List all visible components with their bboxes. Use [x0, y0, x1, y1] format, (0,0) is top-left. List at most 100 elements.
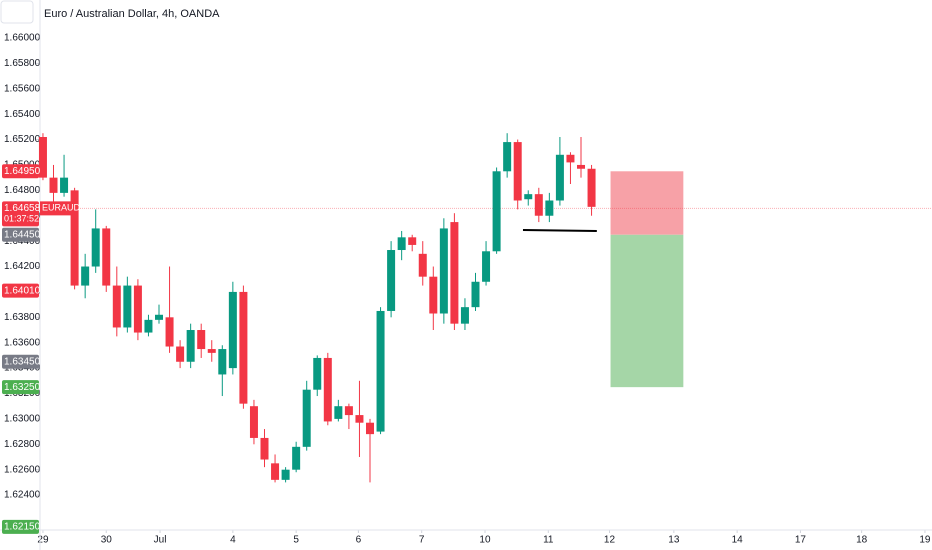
candle-body: [313, 357, 322, 390]
x-tick-label: 17: [795, 535, 807, 546]
candle-body: [587, 168, 596, 207]
candle-body: [292, 446, 301, 470]
candle-body: [534, 194, 543, 216]
candle-body: [471, 281, 480, 308]
candle-body: [397, 237, 406, 251]
candle-body: [492, 171, 501, 252]
price-badge-label: 1.63250: [4, 382, 41, 393]
candle-body: [38, 137, 47, 178]
price-badge: [2, 519, 39, 534]
candle-body: [249, 406, 258, 438]
candle-body: [334, 406, 343, 419]
candle-body: [524, 194, 533, 200]
x-tick-label: 30: [101, 535, 113, 546]
price-badge: [2, 227, 39, 242]
symbol-tag-label: EURAUD: [42, 203, 81, 213]
candle-body: [91, 228, 100, 267]
x-tick-label: 29: [37, 535, 49, 546]
candle-body: [49, 177, 58, 193]
candle-body: [429, 276, 438, 314]
candle-body: [144, 319, 153, 333]
candle-body: [439, 228, 448, 314]
current-price-badge: [2, 201, 39, 227]
price-badge-label: 1.64950: [4, 166, 41, 177]
y-tick-label: 1.63800: [4, 312, 41, 323]
candle-body: [366, 422, 375, 435]
symbol-tag: [40, 201, 72, 216]
target-zone: [610, 234, 684, 388]
candle-body: [102, 228, 111, 286]
x-tick-label: 4: [230, 535, 236, 546]
x-tick-label: Jul: [154, 535, 167, 546]
candle-body: [545, 200, 554, 216]
candle-body: [60, 177, 69, 193]
candle-body: [239, 291, 248, 404]
x-tick-label: 5: [293, 535, 299, 546]
candle-body: [155, 314, 164, 320]
candle-body: [260, 437, 269, 460]
candle-body: [408, 237, 417, 245]
price-badge: [2, 380, 39, 395]
y-tick-label: 1.65600: [4, 83, 41, 94]
y-tick-label: 1.62600: [4, 464, 41, 475]
x-tick-label: 18: [856, 535, 868, 546]
candle-body: [81, 266, 90, 286]
candle-body: [186, 330, 195, 362]
candle-body: [577, 164, 586, 169]
candle-body: [281, 469, 290, 480]
current-price-label: 1.64658: [4, 203, 41, 214]
chart-title: Euro / Australian Dollar, 4h, OANDA: [44, 8, 220, 20]
candle-body: [450, 222, 459, 324]
x-tick-label: 19: [919, 535, 931, 546]
x-tick-label: 11: [543, 535, 554, 546]
candle-body: [387, 250, 396, 311]
candle-body: [133, 285, 142, 333]
y-tick-label: 1.64200: [4, 261, 41, 272]
y-tick-label: 1.65200: [4, 134, 41, 145]
candle-body: [344, 406, 353, 416]
y-tick-label: 1.62800: [4, 439, 41, 450]
candle-body: [218, 349, 227, 375]
candle-body: [165, 317, 174, 347]
y-tick-label: 1.65800: [4, 58, 41, 69]
candle-body: [70, 190, 79, 286]
price-badge: [2, 354, 39, 369]
support-line: [522, 228, 597, 232]
price-badge: [2, 283, 39, 298]
candle-body: [112, 285, 121, 328]
countdown: 01:37:52: [4, 214, 39, 224]
y-tick-label: 1.64800: [4, 185, 41, 196]
candle-body: [176, 346, 185, 362]
candle-body: [207, 349, 216, 353]
x-tick-label: 13: [668, 535, 680, 546]
candle-body: [418, 253, 427, 277]
candle-body: [197, 330, 206, 350]
candle-body: [376, 310, 385, 432]
candle-body: [482, 251, 491, 282]
price-badge-label: 1.63450: [4, 356, 41, 367]
y-tick-label: 1.62400: [4, 490, 41, 501]
y-tick-label: 1.63600: [4, 337, 41, 348]
x-tick-label: 14: [732, 535, 744, 546]
x-tick-label: 6: [356, 535, 362, 546]
candle-body: [513, 142, 522, 201]
candle-body: [355, 415, 364, 423]
candle-body: [323, 357, 332, 422]
x-tick-label: 10: [479, 535, 491, 546]
x-tick-label: 7: [419, 535, 425, 546]
y-tick-label: 1.65400: [4, 109, 41, 120]
symbol-box[interactable]: [0, 0, 34, 24]
candle-body: [302, 389, 311, 447]
x-tick-label: 12: [604, 535, 616, 546]
candle-body: [271, 463, 280, 480]
candle-body: [123, 285, 132, 328]
price-badge-label: 1.64450: [4, 229, 41, 240]
candle-body: [460, 307, 469, 324]
y-tick-label: 1.63000: [4, 414, 41, 425]
candle-body: [228, 291, 237, 369]
price-badge-label: 1.64010: [4, 285, 41, 296]
candle-body: [566, 154, 575, 163]
stop-zone: [610, 171, 684, 235]
